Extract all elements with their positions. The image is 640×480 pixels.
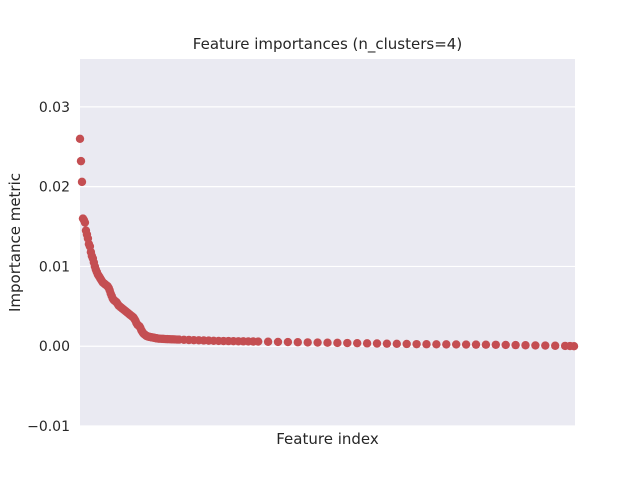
data-point xyxy=(283,337,293,347)
y-tick-label: 0.00 xyxy=(39,339,70,355)
data-point xyxy=(402,339,411,349)
data-point xyxy=(77,177,87,187)
data-point xyxy=(333,338,342,348)
data-point xyxy=(303,338,312,347)
data-point xyxy=(491,340,500,349)
data-point xyxy=(511,340,520,350)
data-point xyxy=(461,340,471,349)
data-point xyxy=(560,341,570,351)
y-axis-label: Importance metric xyxy=(6,173,24,312)
data-point xyxy=(78,214,88,223)
data-points xyxy=(75,134,579,351)
data-point xyxy=(541,341,550,350)
data-point xyxy=(452,340,461,349)
y-tick-label: 0.03 xyxy=(39,100,70,116)
data-point xyxy=(343,338,352,348)
data-point xyxy=(442,340,451,349)
data-point xyxy=(501,340,510,350)
x-axis-label: Feature index xyxy=(276,430,379,448)
y-tick-label: 0.02 xyxy=(39,180,70,196)
data-point xyxy=(263,337,273,346)
data-point xyxy=(75,134,85,143)
data-point xyxy=(551,341,560,350)
chart-title: Feature importances (n_clusters=4) xyxy=(193,35,462,54)
y-tick-label: 0.01 xyxy=(39,259,70,275)
plot-area xyxy=(80,59,575,426)
data-point xyxy=(422,340,431,349)
data-point xyxy=(273,337,283,347)
data-point xyxy=(521,341,530,350)
data-point xyxy=(293,338,302,347)
data-point xyxy=(81,226,91,235)
y-tick-label: −0.01 xyxy=(27,419,70,435)
data-point xyxy=(412,339,421,349)
data-point xyxy=(531,341,540,350)
data-point xyxy=(372,339,382,348)
data-point xyxy=(362,339,372,348)
data-point xyxy=(382,339,392,348)
data-point xyxy=(76,156,86,166)
data-point xyxy=(392,339,401,349)
y-axis-ticks: −0.01 0.00 0.01 0.02 0.03 xyxy=(27,100,70,435)
data-point xyxy=(313,338,322,347)
data-point xyxy=(353,338,362,348)
data-point xyxy=(432,340,441,349)
data-point xyxy=(481,340,491,349)
data-point xyxy=(323,338,332,347)
data-point xyxy=(471,340,481,349)
